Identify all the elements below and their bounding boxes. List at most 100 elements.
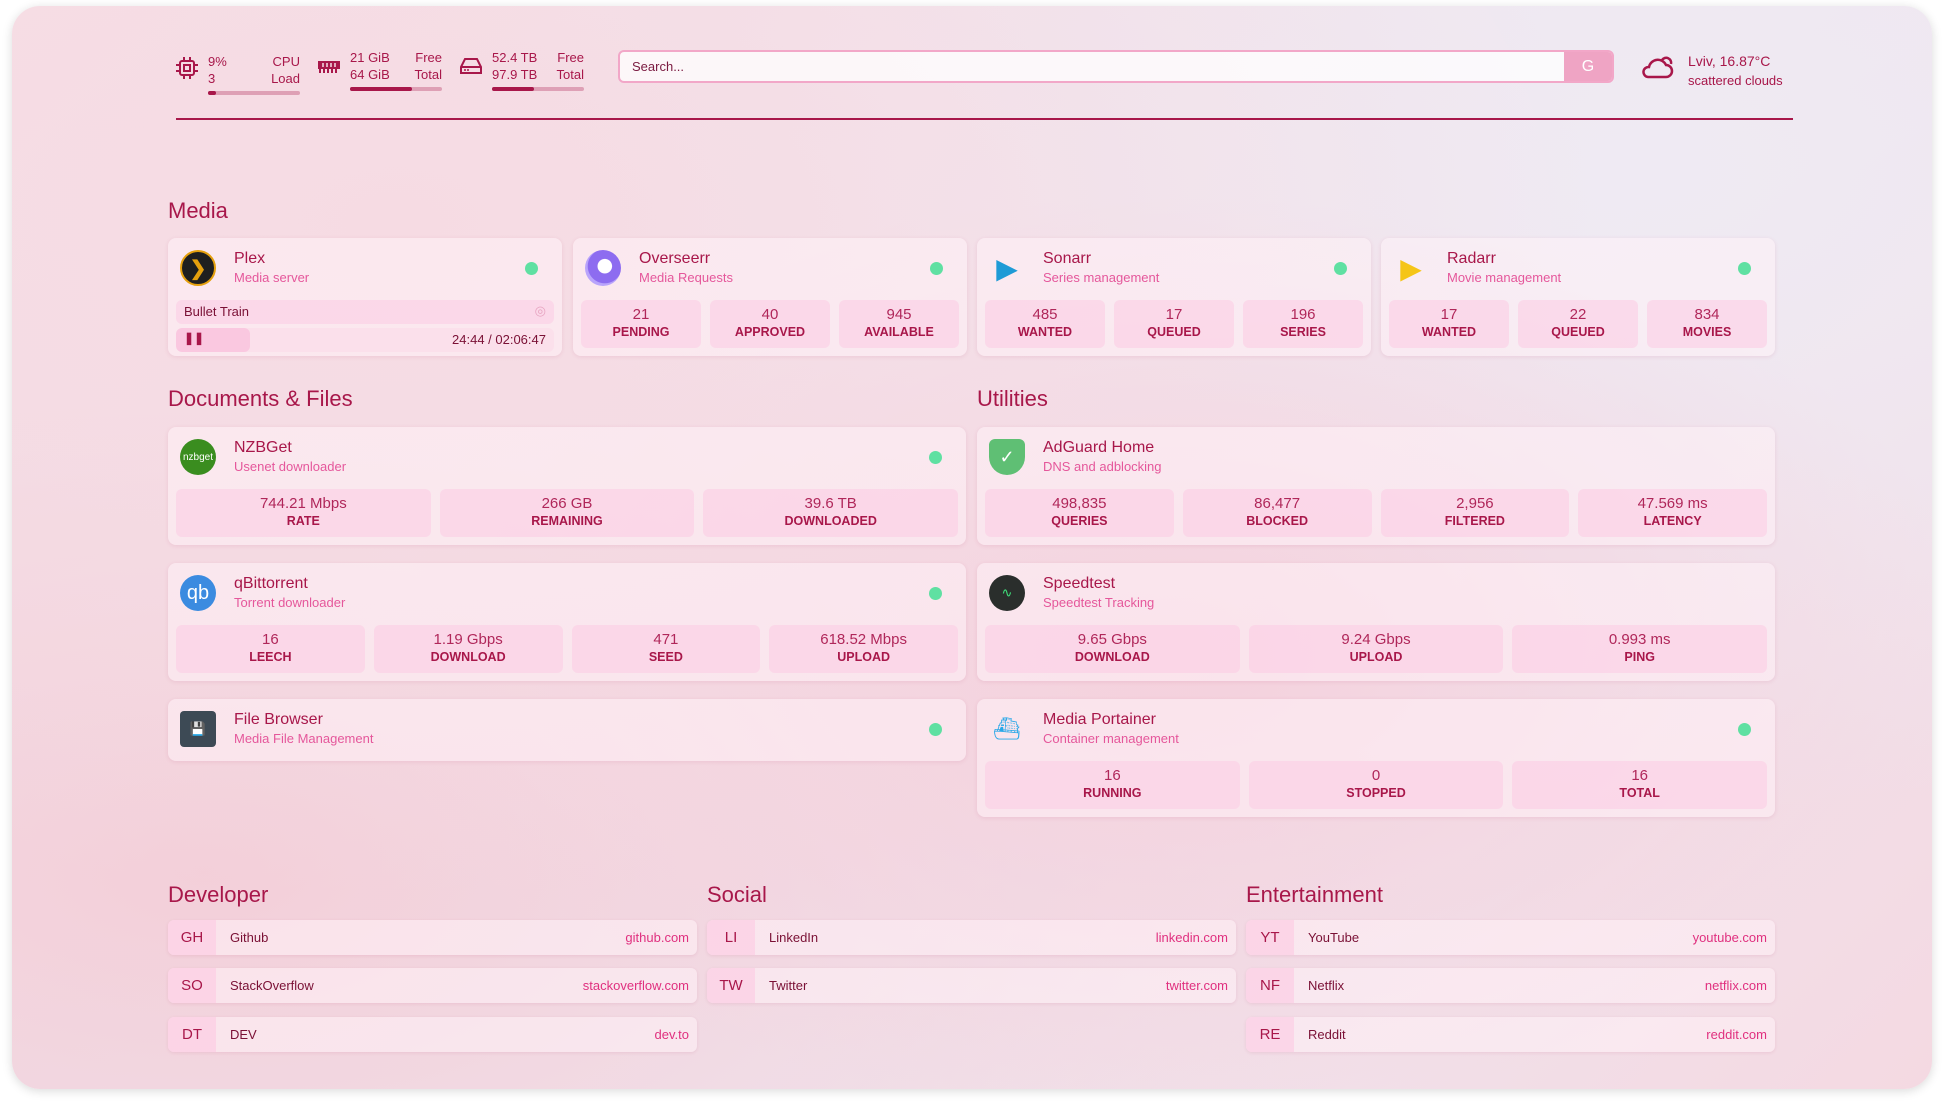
portainer-icon: ⛴ <box>993 716 1021 741</box>
service-card-radarr[interactable]: ▶ Radarr Movie management 17 WANTED 22 QUEUED 8… <box>1381 238 1775 356</box>
memory-free: 21 GiB <box>350 50 390 65</box>
bookmark-url: linkedin.com <box>1155 930 1228 945</box>
bookmark-abbr: NF <box>1246 968 1294 1003</box>
bookmark-url: github.com <box>625 930 689 945</box>
pause-icon[interactable]: ❚❚ <box>184 331 205 345</box>
stats-row: 16 LEECH 1.19 Gbps DOWNLOAD 471 SEED 618.52 Mb… <box>176 625 958 673</box>
service-card-qbittorrent[interactable]: qb qBittorrent Torrent downloader 16 LEECH 1.… <box>168 563 966 681</box>
stat-block: 17 QUEUED <box>1114 300 1234 348</box>
bookmark-url: stackoverflow.com <box>582 978 689 993</box>
disk-free: 52.4 TB <box>492 50 538 65</box>
stat-value: 16 <box>1103 767 1121 784</box>
stat-label: SEED <box>648 650 683 664</box>
search-engine-button[interactable]: G <box>1564 52 1612 81</box>
qbittorrent-icon: qb <box>180 575 216 611</box>
bookmark-twitter[interactable]: TW Twitter twitter.com <box>707 968 1236 1003</box>
media-info-icon: ◎ <box>534 303 546 318</box>
service-card-plex[interactable]: ❯ Plex Media server Bullet Train ◎ ❚❚ 24:44 / … <box>168 238 562 356</box>
service-subtitle: Movie management <box>1447 270 1562 285</box>
stat-label: TOTAL <box>1619 786 1660 800</box>
stat-block: 0 STOPPED <box>1248 761 1504 809</box>
now-playing-title-bar[interactable]: Bullet Train ◎ <box>176 300 554 324</box>
bookmark-youtube[interactable]: YT YouTube youtube.com <box>1246 920 1775 955</box>
service-card-nzbget[interactable]: nzbget NZBGet Usenet downloader 744.21 Mbps… <box>168 427 966 545</box>
stat-value: 744.21 Mbps <box>259 495 347 512</box>
bookmark-url: youtube.com <box>1692 930 1767 945</box>
bookmark-abbr: GH <box>168 920 216 955</box>
speedtest-icon: ∿ <box>989 575 1025 611</box>
stat-label: UPLOAD <box>1349 650 1403 664</box>
stats-row: 744.21 Mbps RATE 266 GB REMAINING 39.6 TB DOW… <box>176 489 959 537</box>
stat-value: 0 <box>1371 767 1381 784</box>
bookmark-abbr: YT <box>1246 920 1294 955</box>
service-subtitle: Speedtest Tracking <box>1043 595 1155 610</box>
stat-value: 498,835 <box>1052 495 1107 512</box>
status-dot <box>930 262 943 275</box>
search-input[interactable] <box>620 52 1564 81</box>
playback-bar[interactable]: ❚❚ 24:44 / 02:06:47 <box>176 328 554 352</box>
stat-value: 17 <box>1165 306 1183 323</box>
service-card-media-portainer[interactable]: ⛴ Media Portainer Container management 16 RU… <box>977 699 1775 817</box>
stat-label: STOPPED <box>1346 786 1406 800</box>
stat-label: PING <box>1624 650 1655 664</box>
stat-label: AVAILABLE <box>864 325 934 339</box>
service-title: File Browser <box>234 711 323 728</box>
bookmark-abbr: RE <box>1246 1017 1294 1052</box>
stat-value: 21 <box>632 306 650 323</box>
bookmark-name: StackOverflow <box>230 978 314 993</box>
service-card-speedtest[interactable]: ∿ Speedtest Speedtest Tracking 9.65 Gbps DOW… <box>977 563 1775 681</box>
stat-block: 2,956 FILTERED <box>1380 489 1570 537</box>
service-subtitle: Media Requests <box>639 270 733 285</box>
stat-label: SERIES <box>1280 325 1326 339</box>
service-card-file-browser[interactable]: 💾 File Browser Media File Management <box>168 699 966 761</box>
disk-label: Free <box>557 50 584 65</box>
status-dot <box>1738 723 1751 736</box>
bookmark-github[interactable]: GH Github github.com <box>168 920 697 955</box>
stats-row: 498,835 QUERIES 86,477 BLOCKED 2,956 FILTERED… <box>985 489 1767 537</box>
bookmark-name: Reddit <box>1308 1027 1346 1042</box>
stat-block: 21 PENDING <box>581 300 701 348</box>
disk-total: 97.9 TB <box>492 67 538 82</box>
stat-label: PENDING <box>612 325 670 339</box>
stat-label: WANTED <box>1017 325 1073 339</box>
stat-label: QUEUED <box>1551 325 1605 339</box>
service-title: Overseerr <box>639 250 711 267</box>
stat-block: 834 MOVIES <box>1647 300 1767 348</box>
stat-value: 471 <box>653 631 679 648</box>
service-title: Sonarr <box>1043 250 1092 267</box>
cpu-label2: Load <box>271 71 300 86</box>
stat-label: DOWNLOADED <box>784 514 877 528</box>
service-subtitle: Torrent downloader <box>234 595 346 610</box>
stat-value: 22 <box>1569 306 1587 323</box>
cloud-icon <box>1642 56 1674 79</box>
stat-block: 618.52 Mbps UPLOAD <box>769 625 958 673</box>
service-title: Media Portainer <box>1043 711 1156 728</box>
bookmark-abbr: DT <box>168 1017 216 1052</box>
cpu-value: 9% <box>208 54 227 69</box>
stat-value: 39.6 TB <box>804 495 857 512</box>
stats-row: 21 PENDING 40 APPROVED 945 AVAILABLE <box>581 300 959 348</box>
service-title: AdGuard Home <box>1043 439 1155 456</box>
playback-time: 24:44 / 02:06:47 <box>452 332 546 347</box>
section-title-entertainment: Entertainment <box>1246 882 1383 907</box>
stat-block: 47.569 ms LATENCY <box>1578 489 1767 537</box>
memory-label2: Total <box>414 67 442 82</box>
stats-row: 9.65 Gbps DOWNLOAD 9.24 Gbps UPLOAD 0.993 ms… <box>985 625 1768 673</box>
bookmark-name: Twitter <box>769 978 808 993</box>
memory-icon <box>318 61 340 73</box>
status-dot <box>1738 262 1751 275</box>
service-card-overseerr[interactable]: Overseerr Media Requests 21 PENDING 40 APPROV… <box>573 238 967 356</box>
weather-widget[interactable]: Lviv, 16.87°C scattered clouds <box>1640 52 1783 90</box>
bookmark-reddit[interactable]: RE Reddit reddit.com <box>1246 1017 1775 1052</box>
bookmark-netflix[interactable]: NF Netflix netflix.com <box>1246 968 1775 1003</box>
service-subtitle: Usenet downloader <box>234 459 347 474</box>
service-card-adguard-home[interactable]: ✓ AdGuard Home DNS and adblocking 498,835 QU… <box>977 427 1775 545</box>
bookmark-dev[interactable]: DT DEV dev.to <box>168 1017 697 1052</box>
service-card-sonarr[interactable]: ▶ Sonarr Series management 485 WANTED 17 QUEUE… <box>977 238 1371 356</box>
stat-label: DOWNLOAD <box>430 650 506 664</box>
bookmark-linkedin[interactable]: LI LinkedIn linkedin.com <box>707 920 1236 955</box>
stats-row: 485 WANTED 17 QUEUED 196 SERIES <box>985 300 1363 348</box>
stat-value: 40 <box>761 306 779 323</box>
service-title: NZBGet <box>234 439 292 456</box>
bookmark-stackoverflow[interactable]: SO StackOverflow stackoverflow.com <box>168 968 697 1003</box>
